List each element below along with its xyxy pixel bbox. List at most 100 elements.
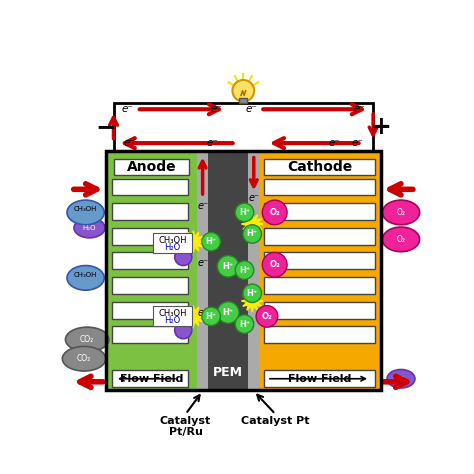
Bar: [112, 228, 188, 245]
Text: Cathode: Cathode: [287, 160, 353, 174]
Text: +: +: [371, 115, 392, 139]
Circle shape: [202, 307, 220, 326]
Text: PEM: PEM: [213, 366, 243, 379]
Text: H⁺: H⁺: [223, 262, 234, 271]
Bar: [153, 306, 192, 327]
Circle shape: [232, 80, 254, 101]
Bar: [106, 151, 197, 390]
Bar: [112, 179, 188, 195]
Bar: [112, 370, 188, 387]
Ellipse shape: [67, 200, 104, 225]
Text: CO₂: CO₂: [80, 335, 94, 344]
Text: O₂: O₂: [397, 208, 406, 217]
Circle shape: [235, 261, 254, 279]
Text: O₂: O₂: [269, 208, 280, 217]
Circle shape: [235, 203, 254, 222]
Bar: [112, 253, 188, 269]
Bar: [106, 151, 381, 390]
Bar: [112, 302, 188, 319]
Bar: [259, 151, 381, 390]
Circle shape: [175, 248, 192, 265]
Circle shape: [262, 253, 287, 277]
Text: H₂: H₂: [397, 376, 405, 382]
Bar: [113, 158, 190, 175]
Bar: [239, 99, 247, 103]
Text: H⁺: H⁺: [239, 265, 250, 274]
Text: e⁻: e⁻: [245, 104, 257, 114]
Bar: [112, 203, 188, 220]
Bar: [248, 151, 259, 390]
Bar: [153, 233, 192, 253]
Text: H₂O: H₂O: [164, 243, 181, 252]
Text: H₂O: H₂O: [164, 317, 181, 326]
Text: e⁻: e⁻: [197, 258, 208, 268]
Circle shape: [256, 306, 278, 327]
Polygon shape: [182, 231, 204, 253]
Text: Flow Field: Flow Field: [120, 374, 183, 384]
Text: CH₃OH: CH₃OH: [74, 206, 97, 212]
Circle shape: [202, 232, 220, 251]
Bar: [197, 151, 208, 390]
Text: H⁺: H⁺: [223, 308, 234, 317]
Text: e⁻: e⁻: [197, 309, 208, 319]
Ellipse shape: [65, 327, 109, 352]
Bar: [264, 302, 374, 319]
Text: Catalyst Pt: Catalyst Pt: [241, 416, 310, 426]
Text: e⁻: e⁻: [123, 138, 135, 148]
Bar: [113, 103, 373, 151]
Circle shape: [235, 315, 254, 333]
Text: H⁺: H⁺: [239, 208, 250, 217]
Text: e⁻: e⁻: [197, 201, 208, 210]
Ellipse shape: [383, 227, 419, 252]
Ellipse shape: [67, 265, 104, 290]
Text: CO₂: CO₂: [77, 354, 91, 363]
Text: H⁺: H⁺: [206, 237, 217, 246]
Text: H⁺: H⁺: [239, 319, 250, 328]
Text: H₂O: H₂O: [83, 225, 96, 231]
Text: CH₃OH: CH₃OH: [74, 272, 97, 278]
Text: H⁺: H⁺: [246, 289, 258, 298]
Text: e⁻: e⁻: [206, 138, 218, 148]
Bar: [264, 158, 374, 175]
Bar: [264, 228, 374, 245]
Text: e⁻: e⁻: [353, 104, 365, 114]
Text: CH₃OH: CH₃OH: [158, 309, 187, 318]
Text: Anode: Anode: [127, 160, 176, 174]
Text: e⁻: e⁻: [328, 138, 340, 148]
Text: O₂: O₂: [262, 312, 273, 321]
Circle shape: [243, 284, 262, 302]
Bar: [208, 151, 248, 390]
Text: Catalyst
Pt/Ru: Catalyst Pt/Ru: [160, 416, 211, 438]
Text: −: −: [95, 115, 116, 139]
Bar: [264, 203, 374, 220]
Text: H⁺: H⁺: [246, 229, 258, 238]
Polygon shape: [241, 290, 263, 312]
Bar: [112, 327, 188, 343]
Ellipse shape: [383, 200, 419, 225]
Bar: [264, 327, 374, 343]
Ellipse shape: [63, 346, 106, 371]
Ellipse shape: [387, 370, 415, 388]
Bar: [264, 253, 374, 269]
Text: O₂: O₂: [397, 235, 406, 244]
Text: H⁺: H⁺: [206, 312, 217, 321]
Circle shape: [218, 255, 239, 277]
Text: CH₃OH: CH₃OH: [158, 236, 187, 245]
Bar: [112, 277, 188, 294]
Bar: [264, 370, 374, 387]
Bar: [264, 277, 374, 294]
Ellipse shape: [74, 218, 105, 238]
Text: e⁻: e⁻: [121, 104, 133, 114]
Bar: [264, 179, 374, 195]
Polygon shape: [241, 213, 263, 235]
Text: e⁻: e⁻: [210, 104, 222, 114]
Text: Flow Field: Flow Field: [288, 374, 352, 384]
Circle shape: [175, 322, 192, 339]
Text: e⁻: e⁻: [248, 193, 259, 203]
Circle shape: [243, 225, 262, 243]
Circle shape: [218, 302, 239, 323]
Text: e⁻: e⁻: [352, 138, 364, 148]
Text: O₂: O₂: [269, 260, 280, 269]
Polygon shape: [182, 306, 204, 327]
Circle shape: [262, 200, 287, 225]
